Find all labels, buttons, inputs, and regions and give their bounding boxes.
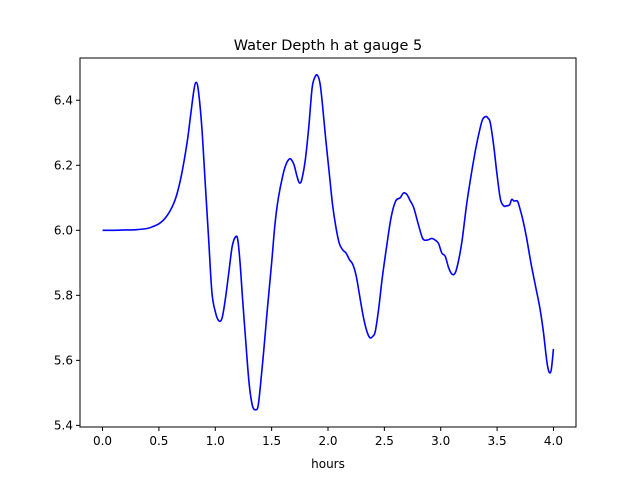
x-tick-label: 4.0 [544,434,563,448]
y-tick-label: 5.6 [54,353,73,367]
x-axis-label: hours [311,457,345,471]
x-axis-ticks: 0.0 0.5 1.0 1.5 2.0 2.5 3.0 3.5 4.0 [93,427,563,448]
axes-frame [79,57,577,428]
x-tick-label: 2.5 [375,434,394,448]
y-tick-label: 5.8 [54,288,73,302]
y-axis-ticks: 5.4 5.6 5.8 6.0 6.2 6.4 [54,93,80,432]
y-tick-label: 5.4 [54,418,73,432]
chart-title: Water Depth h at gauge 5 [234,38,422,54]
x-tick-label: 1.0 [206,434,225,448]
x-tick-label: 3.5 [488,434,507,448]
x-tick-label: 0.5 [149,434,168,448]
x-tick-label: 3.0 [431,434,450,448]
x-tick-label: 0.0 [93,434,112,448]
y-tick-label: 6.2 [54,158,73,172]
y-tick-label: 6.0 [54,223,73,237]
plot-series [102,73,555,411]
x-tick-label: 2.0 [318,434,337,448]
y-tick-label: 6.4 [54,93,73,107]
x-tick-label: 1.5 [262,434,281,448]
series-line-0 [102,73,555,411]
